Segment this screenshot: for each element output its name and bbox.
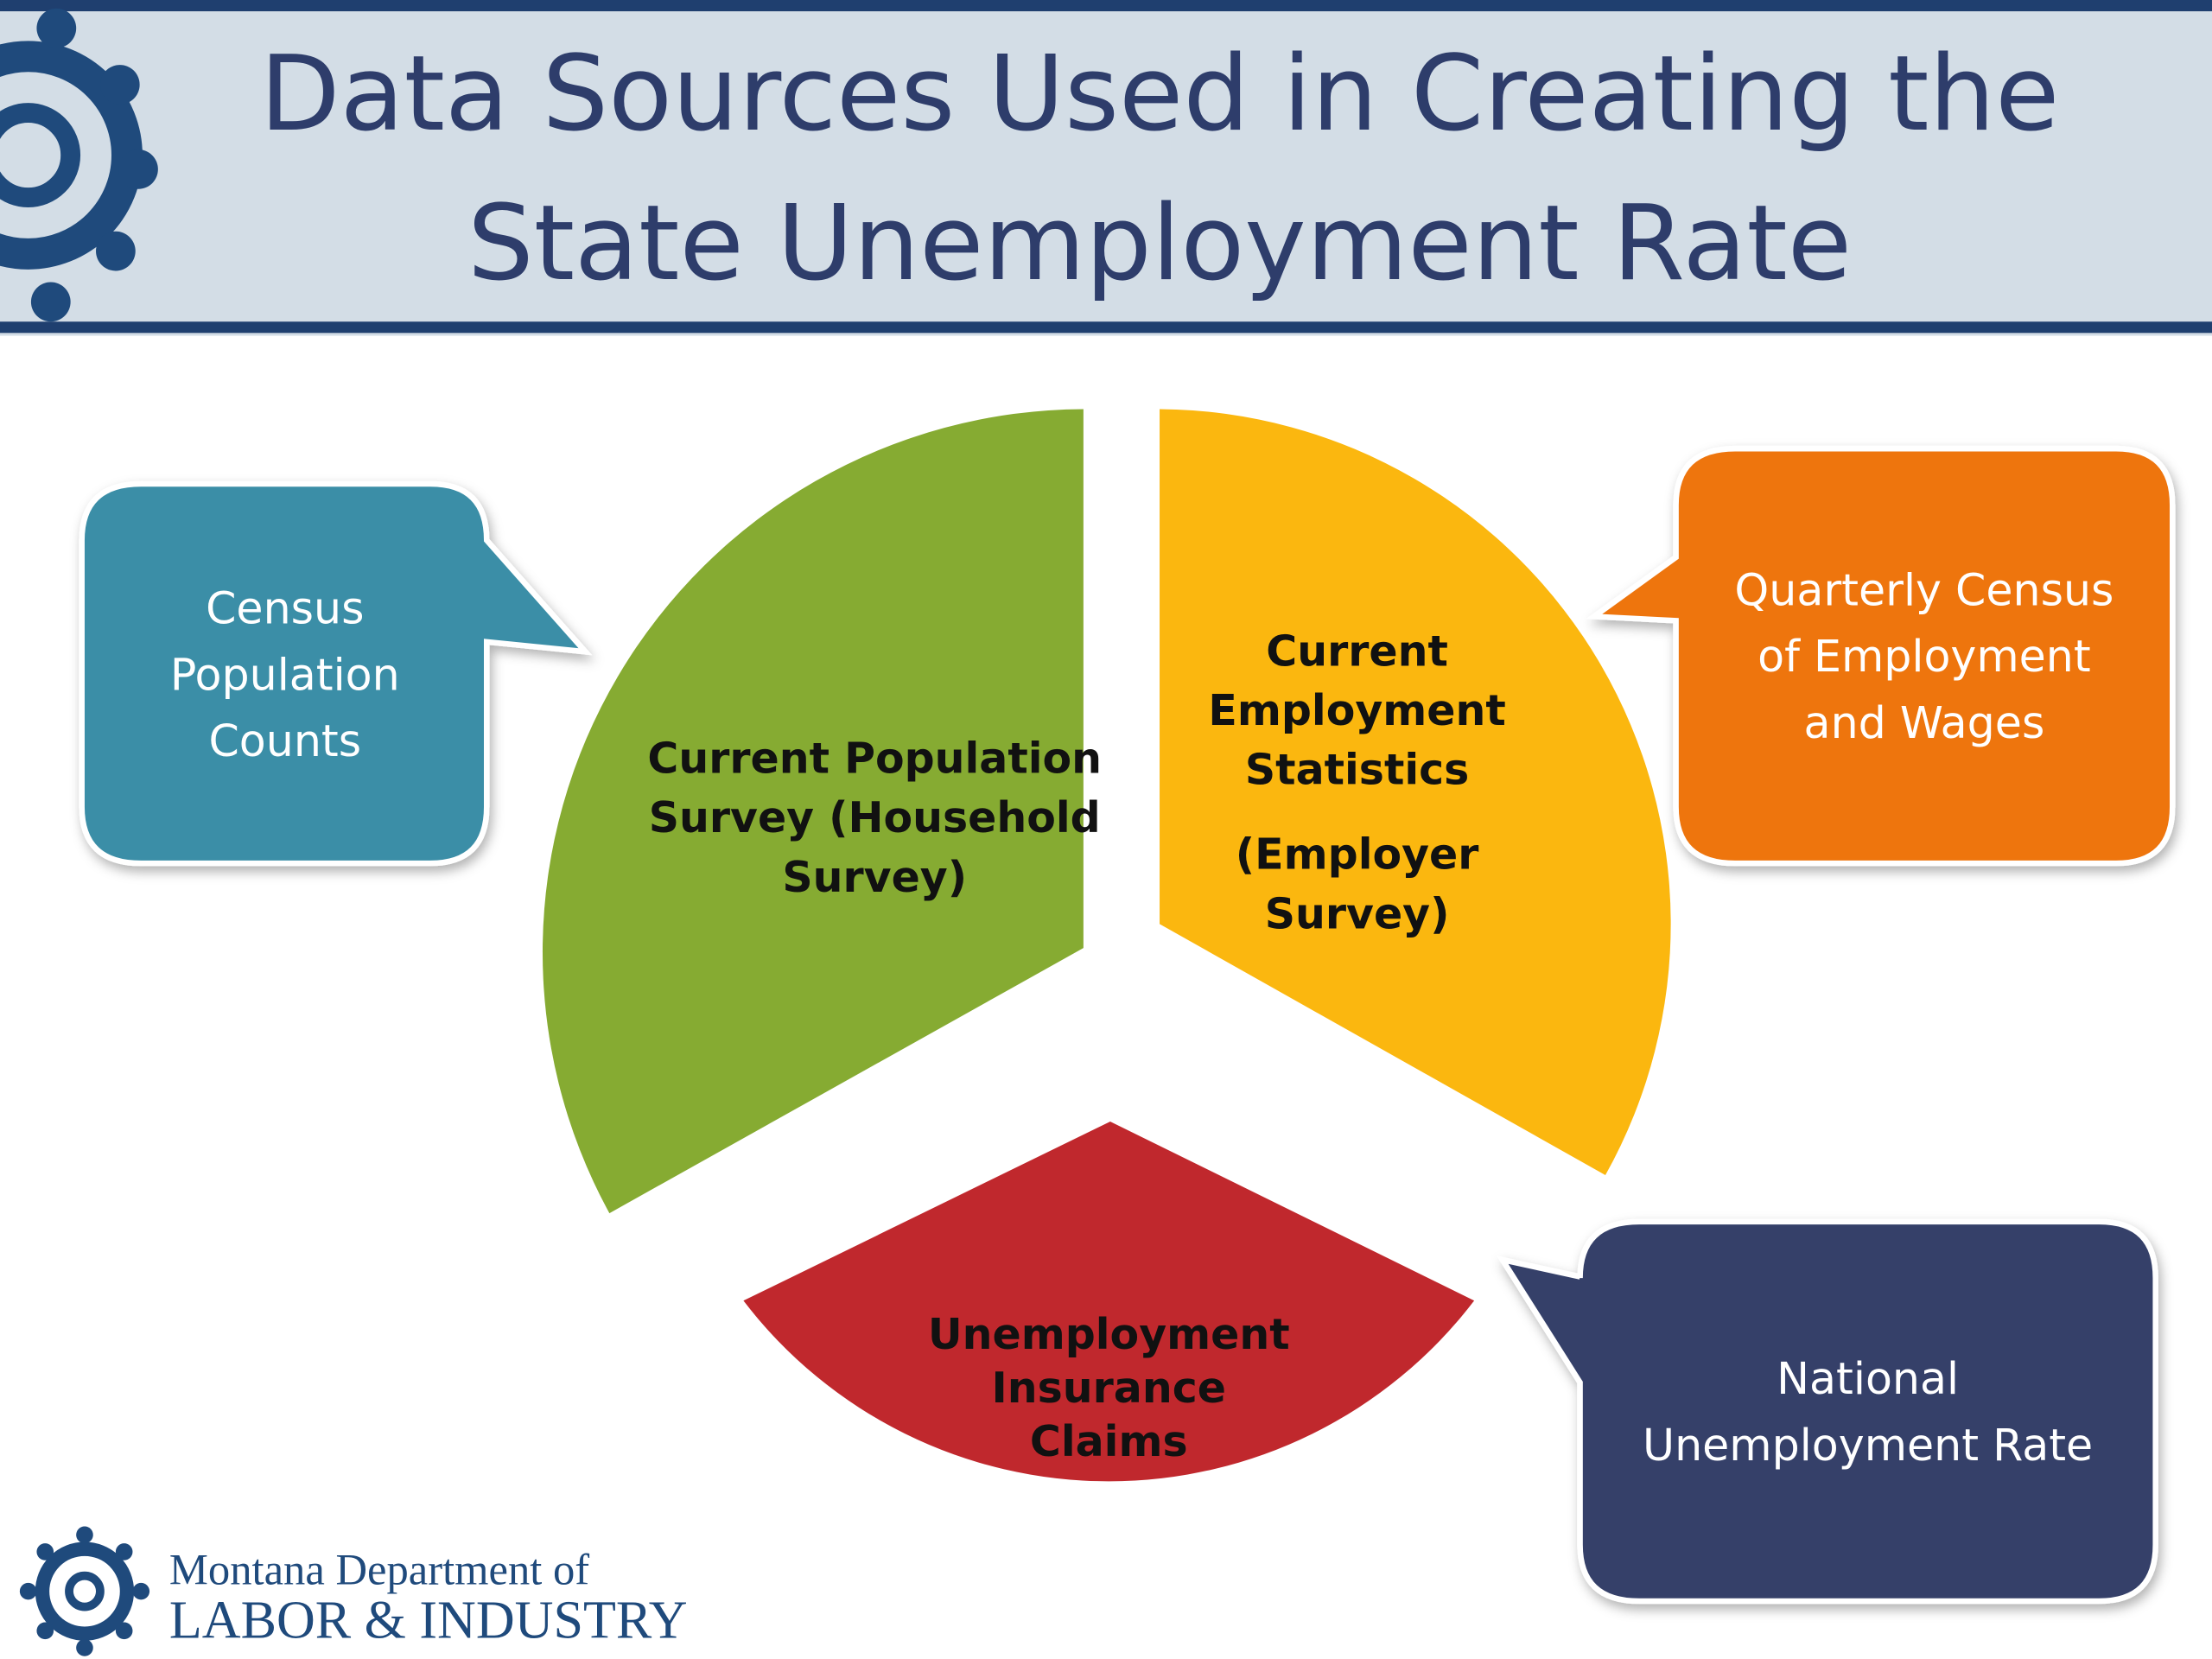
org-name: LABOR & INDUSTRY	[169, 1592, 688, 1650]
title-line: State Unemployment Rate	[467, 183, 1852, 304]
callout-census	[79, 480, 593, 867]
segment-label: Insurance	[992, 1363, 1226, 1413]
segment-label: Survey)	[782, 853, 967, 902]
callout-label: Unemployment Rate	[1643, 1420, 2093, 1471]
segment-label: Unemployment	[928, 1310, 1290, 1359]
callout-qcew	[1586, 445, 2176, 867]
callout-label: and Wages	[1804, 697, 2045, 748]
segment-label: Statistics	[1245, 746, 1469, 795]
callout-label: National	[1777, 1353, 1959, 1404]
callout-national	[1496, 1218, 2158, 1605]
header-top-rule	[0, 0, 2212, 12]
header-logo	[0, 8, 158, 322]
segment-label: Survey (Household	[649, 793, 1101, 842]
callout-label: Quarterly Census	[1734, 564, 2113, 615]
diagram	[79, 409, 2176, 1605]
segment-label: Claims	[1030, 1417, 1188, 1466]
segment-label: Employment	[1208, 686, 1505, 735]
footer-logo: Montana Department of LABOR & INDUSTRY	[19, 1526, 688, 1656]
callout-label: of Employment	[1758, 631, 2091, 682]
org-name: Montana Department of	[169, 1545, 589, 1593]
segment-label: Survey)	[1265, 889, 1450, 938]
segment-claims	[743, 1121, 1475, 1482]
callout-label: Population	[170, 649, 400, 700]
segment-label: Current Population	[647, 734, 1102, 784]
segment-label: Current	[1266, 627, 1448, 677]
header-band	[0, 0, 2212, 336]
header: Data Sources Used in Creating the State …	[0, 0, 2212, 336]
callout-label: Census	[206, 583, 364, 634]
segment-employer	[1160, 409, 1671, 1176]
header-bottom-rule	[0, 321, 2212, 334]
callout-label: Counts	[208, 715, 361, 766]
title-line: Data Sources Used in Creating the	[260, 34, 2060, 155]
segment-household	[542, 409, 1084, 1214]
labels: Current Population Survey (Household Surve…	[170, 564, 2114, 1470]
segment-label: (Employer	[1236, 830, 1479, 880]
